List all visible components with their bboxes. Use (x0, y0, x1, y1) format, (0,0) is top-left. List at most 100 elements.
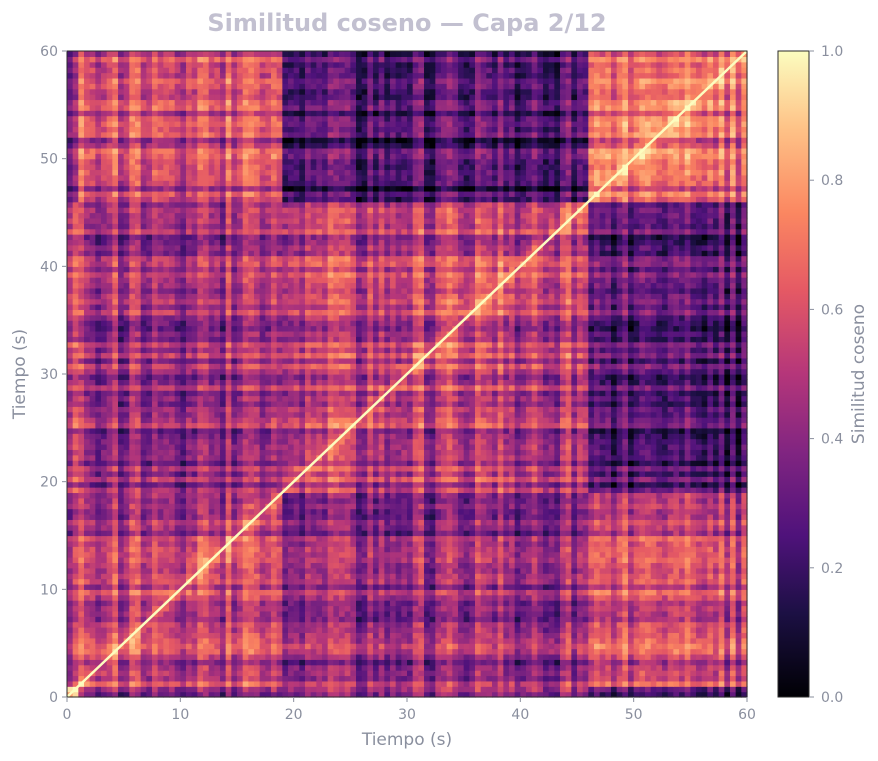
heatmap-cell (84, 481, 91, 488)
heatmap-cell (135, 524, 142, 531)
heatmap-cell (679, 605, 686, 612)
heatmap-cell (67, 540, 74, 547)
heatmap-cell (186, 497, 193, 504)
heatmap-cell (333, 530, 340, 537)
heatmap-cell (565, 583, 572, 590)
heatmap-cell (662, 589, 669, 596)
heatmap-cell (656, 540, 663, 547)
heatmap-cell (203, 659, 210, 666)
heatmap-cell (180, 508, 187, 515)
heatmap-cell (271, 513, 278, 520)
heatmap-cell (418, 589, 425, 596)
heatmap-cell (384, 583, 391, 590)
heatmap-cell (118, 578, 125, 585)
heatmap-cell (503, 659, 510, 666)
heatmap-cell (197, 632, 204, 639)
heatmap-cell (95, 637, 102, 644)
heatmap-cell (435, 632, 442, 639)
heatmap-cell (265, 653, 272, 660)
heatmap-cell (395, 653, 402, 660)
heatmap-cell (271, 508, 278, 515)
heatmap-cell (390, 508, 397, 515)
heatmap-cell (378, 637, 385, 644)
heatmap-cell (378, 605, 385, 612)
heatmap-cell (84, 557, 91, 564)
heatmap-cell (435, 524, 442, 531)
heatmap-cell (197, 573, 204, 580)
heatmap-cell (480, 503, 487, 510)
heatmap-cell (594, 659, 601, 666)
heatmap-cell (407, 605, 414, 612)
heatmap-cell (135, 562, 142, 569)
heatmap-cell (78, 535, 85, 542)
heatmap-cell (543, 503, 550, 510)
heatmap-cell (582, 686, 589, 693)
heatmap-cell (242, 659, 249, 666)
heatmap-cell (361, 664, 368, 671)
heatmap-cell (463, 594, 470, 601)
heatmap-cell (163, 535, 170, 542)
heatmap-cell (67, 605, 74, 612)
heatmap-cell (730, 610, 737, 617)
heatmap-cell (89, 637, 96, 644)
heatmap-cell (537, 519, 544, 526)
heatmap-cell (367, 616, 374, 623)
heatmap-cell (225, 610, 232, 617)
heatmap-cell (129, 530, 136, 537)
heatmap-cell (463, 487, 470, 494)
heatmap-cell (480, 551, 487, 558)
heatmap-cell (543, 492, 550, 499)
heatmap-cell (89, 632, 96, 639)
heatmap-cell (616, 513, 623, 520)
heatmap-cell (197, 605, 204, 612)
heatmap-cell (577, 691, 584, 698)
heatmap-cell (163, 476, 170, 483)
heatmap-cell (401, 503, 408, 510)
heatmap-cell (378, 600, 385, 607)
heatmap-cell (577, 540, 584, 547)
chart-title: Similitud coseno — Capa 2/12 (207, 9, 606, 37)
heatmap-cell (628, 675, 635, 682)
heatmap-cell (724, 648, 731, 655)
heatmap-cell (373, 616, 380, 623)
heatmap-cell (707, 594, 714, 601)
heatmap-cell (225, 659, 232, 666)
heatmap-cell (152, 562, 159, 569)
heatmap-cell (531, 664, 538, 671)
heatmap-cell (367, 691, 374, 698)
heatmap-cell (407, 557, 414, 564)
heatmap-cell (594, 492, 601, 499)
heatmap-cell (441, 664, 448, 671)
heatmap-cell (186, 610, 193, 617)
heatmap-cell (628, 540, 635, 547)
heatmap-cell (650, 670, 657, 677)
heatmap-cell (384, 680, 391, 687)
heatmap-cell (565, 567, 572, 574)
heatmap-cell (265, 637, 272, 644)
heatmap-cell (605, 497, 612, 504)
heatmap-cell (588, 540, 595, 547)
heatmap-cell (344, 508, 351, 515)
heatmap-cell (220, 594, 227, 601)
heatmap-cell (282, 513, 289, 520)
heatmap-cell (203, 481, 210, 488)
heatmap-cell (509, 481, 516, 488)
heatmap-cell (724, 540, 731, 547)
heatmap-cell (288, 551, 295, 558)
heatmap-cell (565, 616, 572, 623)
heatmap-cell (656, 573, 663, 580)
heatmap-cell (237, 476, 244, 483)
heatmap-cell (684, 616, 691, 623)
heatmap-cell (741, 519, 748, 526)
heatmap-cell (605, 551, 612, 558)
heatmap-cell (741, 675, 748, 682)
heatmap-cell (152, 524, 159, 531)
heatmap-cell (503, 551, 510, 558)
heatmap-cell (418, 616, 425, 623)
heatmap-cell (679, 594, 686, 601)
heatmap-cell (140, 481, 147, 488)
heatmap-cell (667, 670, 674, 677)
heatmap-cell (463, 659, 470, 666)
heatmap-cell (208, 508, 215, 515)
heatmap-cell (106, 470, 113, 477)
